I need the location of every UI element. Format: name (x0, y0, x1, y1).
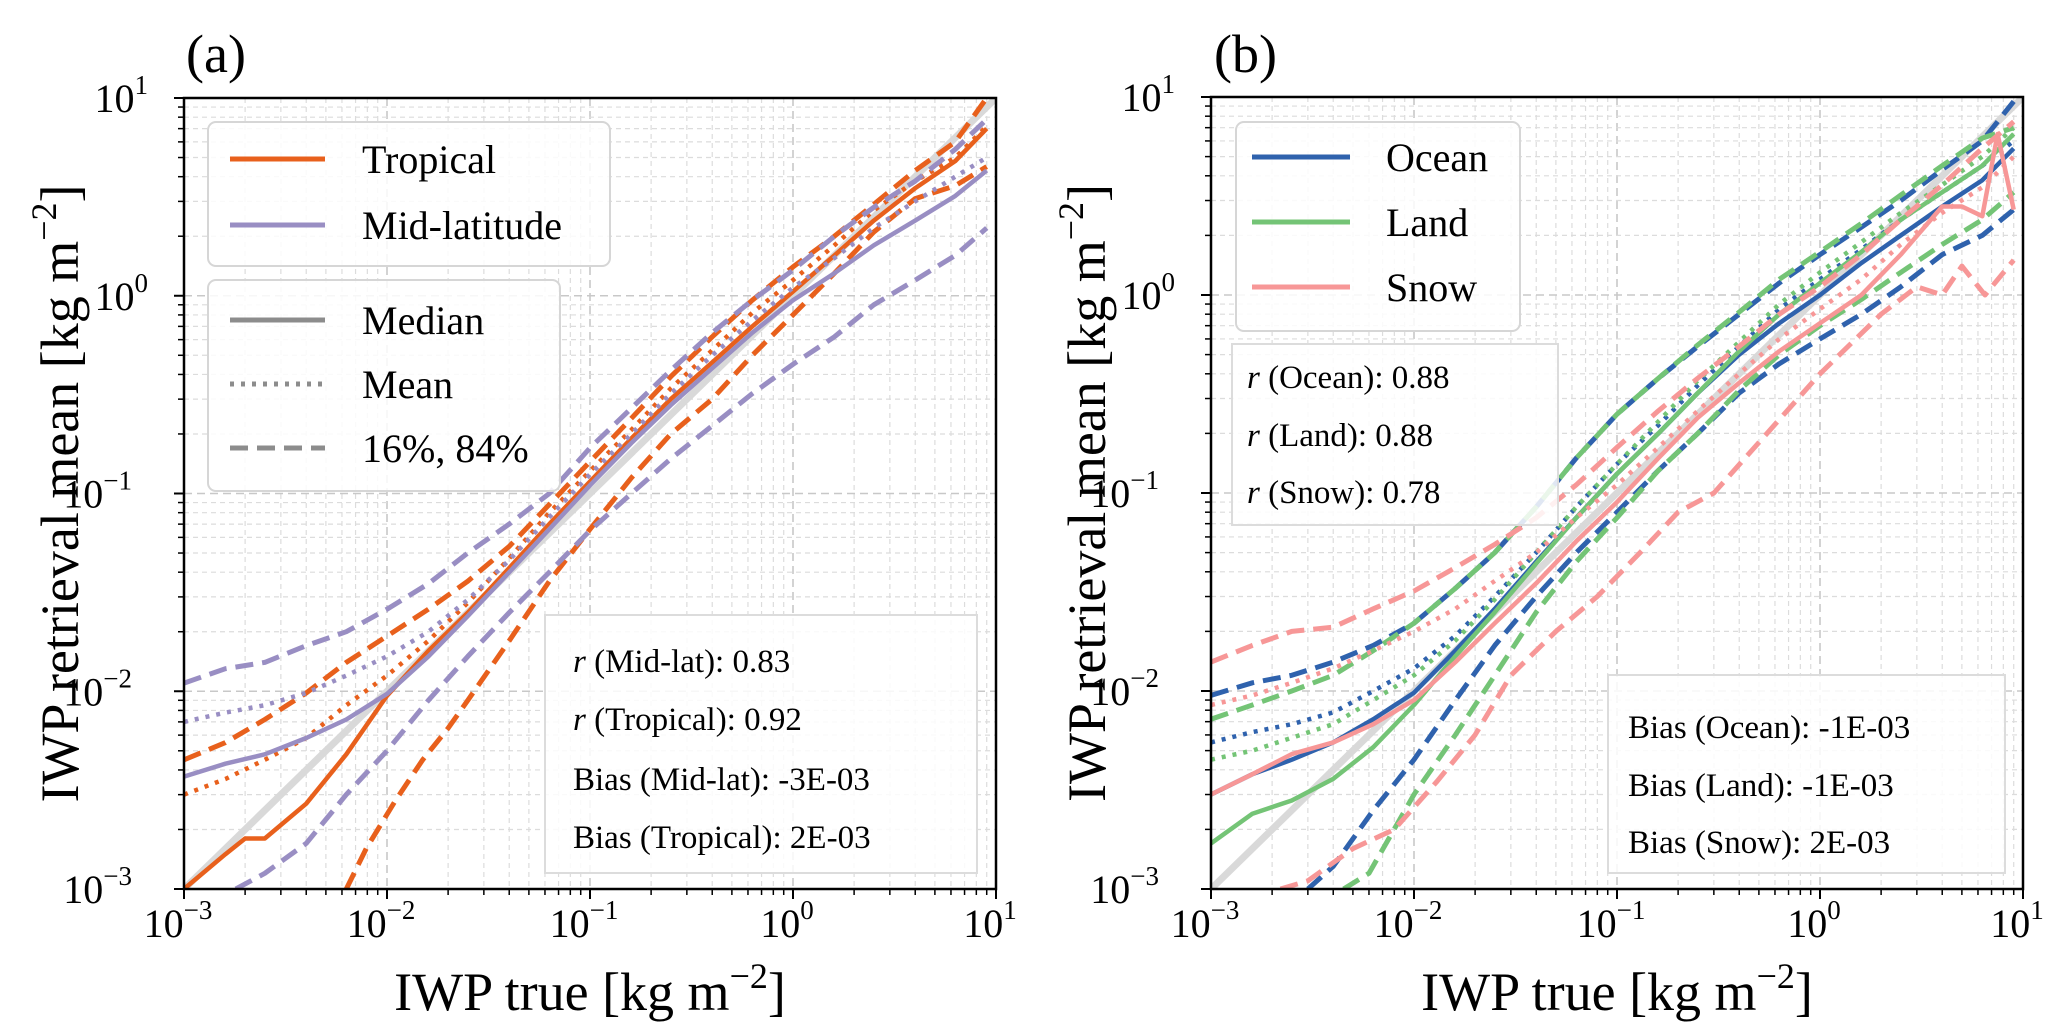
panel-label: (b) (1214, 24, 1277, 84)
y-tick-label: 10−3 (63, 861, 132, 912)
stats-box-frame (544, 614, 978, 874)
series-ocean-mean (1211, 139, 2016, 745)
series-land-84- (1211, 125, 2015, 722)
x-tick-label: 10−2 (347, 895, 416, 946)
series-snow-16- (1279, 258, 2016, 889)
series-tropical-median (184, 127, 989, 889)
y-tick-label: 100 (1122, 267, 1176, 318)
x-tick-label: 10−2 (1374, 895, 1443, 946)
stats-box: r (Mid-lat): 0.83 r (Tropical): 0.92 Bias … (544, 614, 978, 874)
legend-label: Snow (1386, 265, 1477, 310)
series-snow-median (1211, 131, 2016, 797)
x-tick-label: 100 (760, 895, 814, 946)
y-tick-label: 10−1 (63, 466, 132, 517)
stats-box-frame (1231, 343, 1559, 526)
x-tick-label: 100 (1787, 895, 1841, 946)
legend-label: Mid-latitude (362, 203, 562, 248)
stats-line: r (Ocean): 0.88 (1247, 360, 1450, 396)
legend-box (1235, 121, 1521, 332)
y-tick-label: 10−3 (1090, 861, 1159, 912)
ticks (174, 97, 997, 899)
panel-b: 10−3 10−2 10−1 100 101 10−3 10−2 10−1 100 101 IWP … (1051, 24, 2044, 1022)
ticks (1201, 96, 2024, 899)
legend-box (207, 279, 561, 492)
stats-line: Bias (Snow): 2E-03 (1628, 825, 1890, 861)
series-tropical-16- (344, 164, 988, 889)
plot-area (1211, 97, 2023, 889)
stats-line: r (Tropical): 0.92 (573, 702, 802, 738)
y-axis-label: IWP retrieval mean [kg m−2] (1051, 184, 1117, 802)
series-land-16- (1342, 190, 2016, 889)
legend: Median Mean 16%, 84% (207, 279, 561, 492)
legend: Tropical Mid-latitude (207, 121, 611, 267)
series-mid-latitude-median (184, 168, 989, 779)
stats-line: Bias (Tropical): 2E-03 (573, 820, 871, 856)
legend-label: Ocean (1386, 135, 1488, 180)
stats-line: r (Land): 0.88 (1247, 418, 1433, 454)
x-tick-label: 10−1 (550, 895, 619, 946)
stats-line: Bias (Land): -1E-03 (1628, 768, 1894, 804)
stats-line: r (Mid-lat): 0.83 (573, 644, 790, 680)
legend-label: Tropical (362, 137, 496, 182)
x-axis-label: IWP true [kg m−2] (1421, 956, 1813, 1022)
y-tick-label: 101 (1122, 69, 1176, 120)
legend-label: Median (362, 298, 484, 343)
x-tick-label: 10−3 (144, 895, 213, 946)
stats-box-frame (1607, 674, 2006, 874)
series-tropical-mean (184, 124, 989, 797)
series-mid-latitude-mean (184, 155, 988, 725)
series-snow-84- (1211, 119, 2016, 665)
legend-label: Land (1386, 200, 1468, 245)
y-tick-label: 10−1 (1090, 465, 1159, 516)
x-tick-label: 101 (963, 895, 1017, 946)
stats-box: r (Ocean): 0.88 r (Land): 0.88 r (Snow): 0… (1231, 343, 1559, 526)
legend: Ocean Land Snow (1235, 121, 1521, 332)
stats-box: Bias (Ocean): -1E-03 Bias (Land): -1E-03 B… (1607, 674, 2006, 874)
series-tropical-84- (184, 98, 989, 763)
x-tick-label: 101 (1990, 895, 2044, 946)
y-tick-label: 10−2 (1090, 663, 1159, 714)
y-tick-label: 101 (95, 70, 149, 121)
plot-area (184, 98, 996, 889)
y-tick-label: 10−2 (63, 663, 132, 714)
legend-label: 16%, 84% (362, 426, 529, 471)
x-tick-label: 10−1 (1577, 895, 1646, 946)
series-ocean-84- (1211, 99, 2016, 698)
y-tick-label: 100 (95, 268, 149, 319)
stats-line: r (Snow): 0.78 (1247, 475, 1440, 511)
legend-label: Mean (362, 362, 453, 407)
panel-label: (a) (186, 24, 246, 84)
stats-line: Bias (Mid-lat): -3E-03 (573, 762, 870, 798)
stats-line: Bias (Ocean): -1E-03 (1628, 710, 1910, 746)
y-axis-label: IWP retrieval mean [kg m−2] (24, 184, 90, 802)
x-tick-label: 10−3 (1171, 895, 1240, 946)
x-axis-label: IWP true [kg m−2] (394, 956, 786, 1022)
panel-a: 10−3 10−2 10−1 100 101 10−3 10−2 10−1 100 101 IWP … (24, 24, 1017, 1022)
series-mid-latitude-84- (184, 117, 989, 686)
